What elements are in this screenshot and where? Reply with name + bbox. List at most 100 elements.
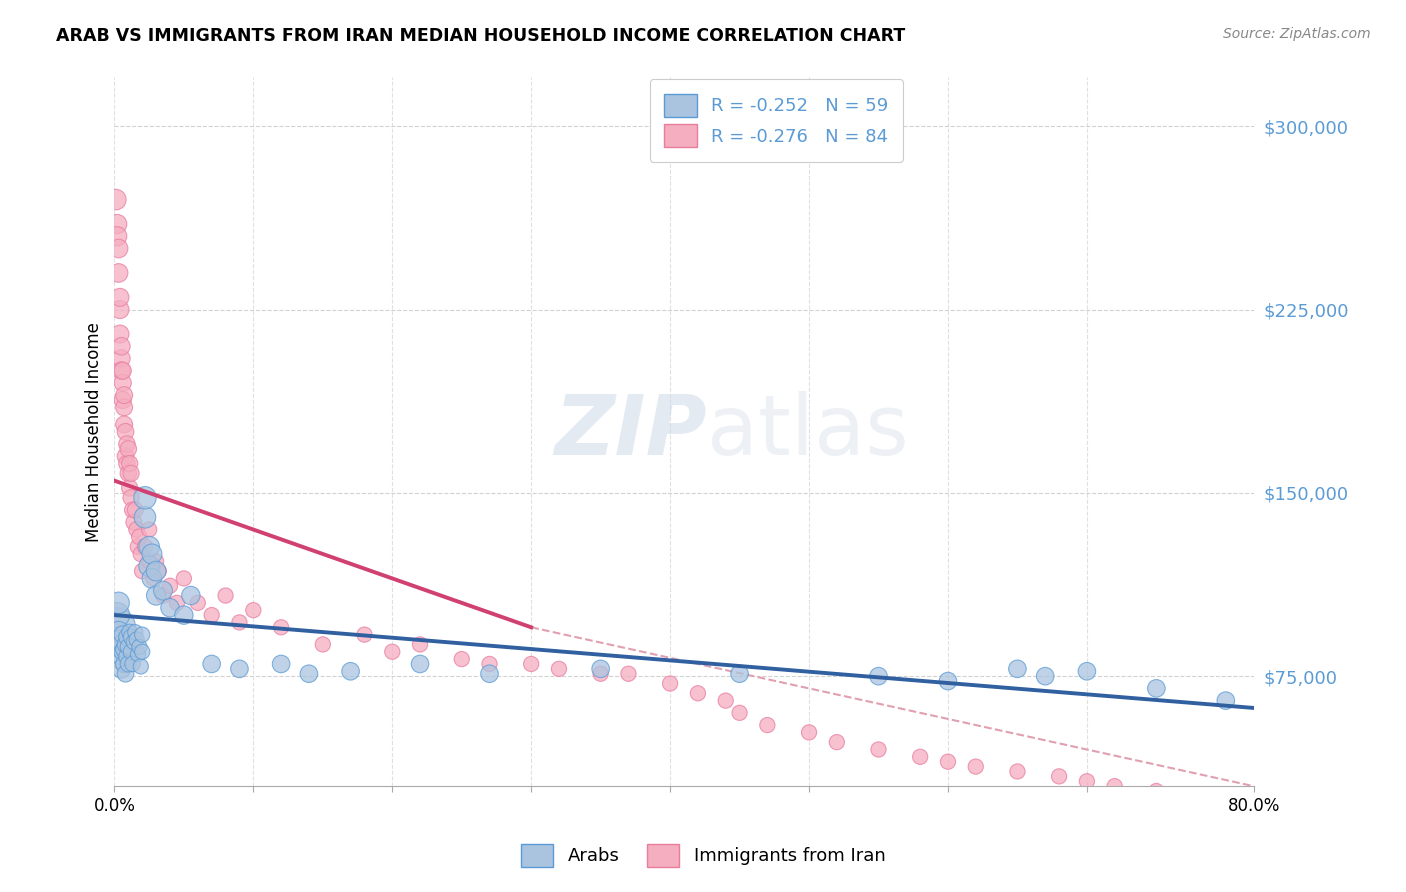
Point	[138, 554, 160, 568]
Point	[122, 635, 145, 649]
Point	[142, 571, 165, 585]
Point	[1187, 789, 1209, 803]
Point	[1047, 769, 1070, 783]
Point	[112, 401, 135, 415]
Point	[728, 706, 751, 720]
Point	[105, 217, 128, 231]
Point	[173, 571, 195, 585]
Point	[108, 326, 131, 341]
Point	[110, 339, 132, 353]
Point	[118, 625, 141, 640]
Point	[105, 229, 128, 244]
Point	[141, 547, 163, 561]
Text: atlas: atlas	[707, 392, 908, 472]
Point	[110, 662, 132, 676]
Point	[201, 657, 224, 671]
Point	[108, 652, 131, 666]
Point	[1215, 794, 1237, 808]
Point	[134, 491, 156, 505]
Point	[107, 596, 129, 610]
Point	[129, 659, 152, 673]
Point	[105, 608, 128, 623]
Point	[548, 662, 571, 676]
Point	[228, 615, 250, 630]
Point	[110, 351, 132, 366]
Point	[353, 627, 375, 641]
Point	[312, 637, 335, 651]
Legend: Arabs, Immigrants from Iran: Arabs, Immigrants from Iran	[513, 837, 893, 874]
Text: ARAB VS IMMIGRANTS FROM IRAN MEDIAN HOUSEHOLD INCOME CORRELATION CHART: ARAB VS IMMIGRANTS FROM IRAN MEDIAN HOUS…	[56, 27, 905, 45]
Point	[111, 364, 134, 378]
Point	[908, 749, 931, 764]
Point	[112, 388, 135, 402]
Point	[478, 657, 501, 671]
Point	[118, 481, 141, 495]
Point	[114, 637, 136, 651]
Point	[108, 632, 131, 647]
Point	[124, 503, 146, 517]
Point	[1243, 798, 1265, 813]
Point	[121, 657, 143, 671]
Point	[118, 457, 141, 471]
Point	[152, 589, 174, 603]
Point	[242, 603, 264, 617]
Text: ZIP: ZIP	[554, 392, 707, 472]
Point	[589, 662, 612, 676]
Point	[111, 376, 134, 390]
Point	[148, 564, 170, 578]
Point	[825, 735, 848, 749]
Point	[1284, 814, 1306, 828]
Point	[270, 657, 292, 671]
Point	[117, 442, 139, 456]
Point	[145, 554, 167, 568]
Point	[108, 290, 131, 304]
Point	[134, 540, 156, 554]
Point	[110, 637, 132, 651]
Point	[1007, 764, 1029, 779]
Point	[138, 540, 160, 554]
Point	[125, 632, 148, 647]
Point	[1256, 804, 1278, 818]
Point	[105, 637, 128, 651]
Point	[120, 467, 142, 481]
Point	[125, 523, 148, 537]
Point	[173, 608, 195, 623]
Point	[159, 579, 181, 593]
Point	[111, 392, 134, 407]
Point	[214, 589, 236, 603]
Point	[409, 637, 432, 651]
Point	[1007, 662, 1029, 676]
Point	[120, 491, 142, 505]
Point	[714, 693, 737, 707]
Point	[868, 669, 890, 683]
Point	[128, 530, 150, 544]
Point	[520, 657, 543, 671]
Point	[128, 640, 150, 654]
Point	[127, 647, 149, 661]
Point	[1298, 818, 1320, 832]
Point	[117, 467, 139, 481]
Point	[686, 686, 709, 700]
Point	[589, 666, 612, 681]
Point	[201, 608, 224, 623]
Point	[110, 364, 132, 378]
Point	[936, 755, 959, 769]
Point	[117, 657, 139, 671]
Point	[381, 645, 404, 659]
Point	[112, 417, 135, 432]
Point	[478, 666, 501, 681]
Point	[111, 627, 134, 641]
Point	[121, 503, 143, 517]
Point	[797, 725, 820, 739]
Point	[228, 662, 250, 676]
Point	[127, 540, 149, 554]
Point	[187, 596, 209, 610]
Point	[409, 657, 432, 671]
Legend: R = -0.252   N = 59, R = -0.276   N = 84: R = -0.252 N = 59, R = -0.276 N = 84	[650, 79, 903, 161]
Point	[1144, 784, 1167, 798]
Point	[138, 523, 160, 537]
Point	[111, 645, 134, 659]
Point	[180, 589, 202, 603]
Point	[617, 666, 640, 681]
Point	[108, 302, 131, 317]
